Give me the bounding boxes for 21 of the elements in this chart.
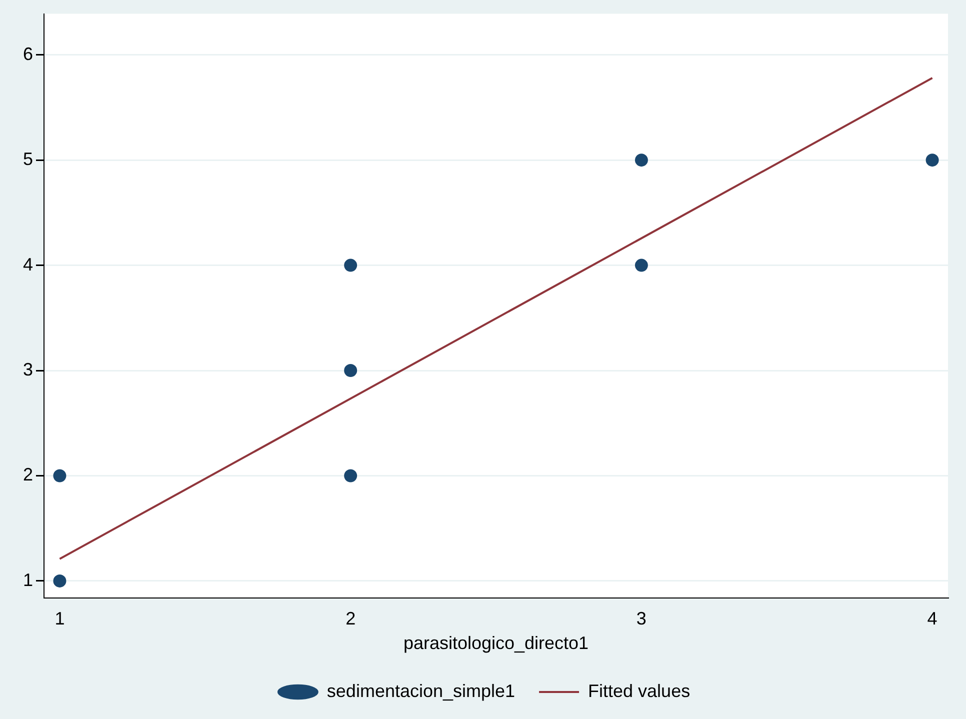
- x-tick-label: 1: [54, 608, 65, 629]
- y-tick-label: 1: [22, 570, 34, 590]
- point: [634, 154, 648, 167]
- x-tick-label: 2: [346, 608, 356, 629]
- point: [344, 469, 358, 482]
- point: [53, 574, 66, 588]
- y-tick-label: 5: [22, 149, 34, 170]
- x-tick-label: 4: [927, 608, 938, 629]
- point: [53, 469, 66, 482]
- legend-label: Fitted values: [588, 680, 690, 701]
- point: [926, 154, 939, 167]
- point: [344, 364, 358, 378]
- x-tick-label: 3: [636, 608, 646, 629]
- point: [344, 258, 358, 272]
- legend-label: sedimentacion_simple1: [326, 680, 516, 701]
- x-axis-title: parasitologico_directo1: [403, 633, 589, 654]
- y-tick-label: 2: [22, 464, 34, 485]
- y-tick-label: 6: [22, 44, 34, 64]
- point: [634, 258, 648, 272]
- y-tick-label: 3: [22, 359, 34, 380]
- y-tick-label: 4: [22, 254, 34, 274]
